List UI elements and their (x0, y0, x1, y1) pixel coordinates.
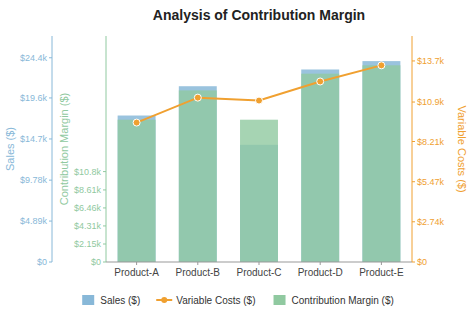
axis-y: $0 $2.15k $4.31k $6.46k $8.61k $10.8k Contribu… (58, 36, 106, 267)
legend-item: Contribution Margin ($) (274, 295, 394, 306)
marker (378, 62, 385, 69)
bar (118, 116, 156, 262)
bar (240, 120, 278, 262)
legend-item: Variable Costs ($) (156, 295, 255, 306)
tick-label: $2.74k (417, 217, 445, 227)
tick-label: Product-A (114, 267, 159, 278)
title: Analysis of Contribution Margin (153, 7, 365, 23)
tick-label: Product-D (298, 267, 343, 278)
tick-label: Product-E (359, 267, 404, 278)
tick (49, 262, 52, 263)
tick (320, 262, 321, 265)
tick (103, 171, 106, 172)
tick-label: $10.9k (417, 97, 445, 107)
axis-x: Product-A Product-B Product-C Product-D Prod… (106, 262, 412, 278)
chart: Analysis of Contribution Margin$0$4.89k$… (0, 0, 474, 320)
tick (136, 262, 137, 265)
tick-label: $13.7k (417, 56, 445, 66)
legend-label: Variable Costs ($) (176, 295, 255, 306)
tick (49, 221, 52, 222)
bar (118, 120, 156, 262)
tick-label: $14.7k (20, 134, 48, 144)
legend-swatch (161, 297, 167, 303)
bar (301, 69, 339, 262)
tick (381, 262, 382, 265)
plot-area (118, 61, 401, 262)
bar (179, 90, 217, 262)
bar (179, 86, 217, 262)
tick-label: $24.4k (20, 53, 48, 63)
tick-label: $5.47k (417, 177, 445, 187)
bar-series (118, 61, 401, 262)
marker (256, 97, 263, 104)
tick (412, 262, 415, 263)
tick (49, 97, 52, 98)
bar (362, 61, 400, 262)
legend-label: Sales ($) (100, 295, 140, 306)
tick (197, 262, 198, 265)
tick-label: Product-C (236, 267, 281, 278)
tick-label: $0 (417, 257, 427, 267)
tick-label: $10.8k (74, 167, 102, 177)
tick (103, 189, 106, 190)
axis-title: Contribution Margin ($) (58, 93, 70, 206)
legend-swatch (82, 295, 94, 305)
line-series (133, 62, 385, 126)
tick (49, 138, 52, 139)
tick (412, 102, 415, 103)
tick (412, 60, 415, 61)
tick (103, 262, 106, 263)
axis-y3: $0 $4.89k $9.78k $14.7k $19.6k $24.4k Sales ($… (4, 36, 52, 267)
tick (259, 262, 260, 265)
tick (103, 244, 106, 245)
tick (412, 181, 415, 182)
axis-line (412, 36, 413, 262)
axis-line (52, 36, 53, 262)
axis-line (106, 36, 107, 262)
axis-title: Variable Costs ($) (456, 105, 468, 192)
tick-label: $4.89k (20, 216, 48, 226)
tick-label: Product-B (176, 267, 221, 278)
marker (317, 78, 324, 85)
tick (49, 57, 52, 58)
legend-label: Contribution Margin ($) (292, 295, 394, 306)
axis-y2: $0 $2.74k $5.47k $8.21k $10.9k $13.7k Variable… (412, 36, 468, 267)
tick (412, 141, 415, 142)
tick-label: $9.78k (20, 175, 48, 185)
legend-item: Sales ($) (82, 295, 140, 306)
tick-label: $19.6k (20, 93, 48, 103)
legend: Sales ($) Variable Costs ($) Contribution … (82, 295, 394, 306)
legend-swatch (274, 295, 286, 305)
tick-label: $0 (37, 257, 47, 267)
axis-title: Sales ($) (4, 127, 16, 171)
tick-label: $8.21k (417, 137, 445, 147)
tick (49, 180, 52, 181)
tick-label: $8.61k (74, 185, 102, 195)
tick-label: $0 (91, 257, 101, 267)
line (137, 65, 382, 122)
tick-label: $2.15k (74, 239, 102, 249)
tick (103, 207, 106, 208)
bar (301, 74, 339, 262)
marker (194, 94, 201, 101)
bar (362, 65, 400, 262)
tick (412, 221, 415, 222)
marker (133, 119, 140, 126)
tick-label: $4.31k (74, 221, 102, 231)
tick (103, 225, 106, 226)
bar-series (118, 65, 401, 262)
tick-label: $6.46k (74, 203, 102, 213)
